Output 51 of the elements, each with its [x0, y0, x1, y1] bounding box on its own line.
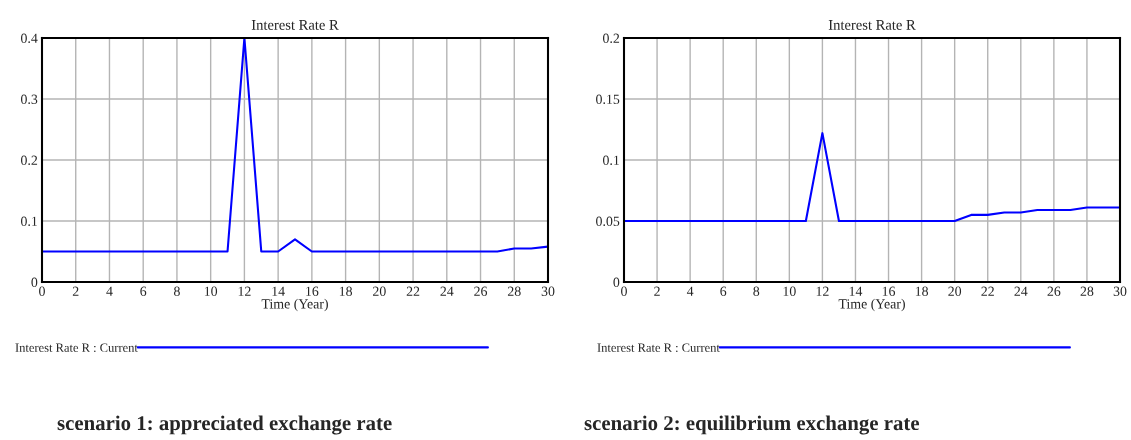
y-tick-label: 0.1 [21, 216, 37, 227]
x-tick-label: 6 [720, 286, 727, 296]
x-tick-label: 10 [204, 286, 218, 296]
x-tick-label: 30 [1113, 286, 1127, 296]
y-tick-label: 0 [613, 277, 620, 287]
line-series [624, 132, 1120, 223]
x-tick-label: 14 [849, 286, 863, 296]
x-tick-label: 22 [981, 286, 994, 296]
x-tick-label: 22 [406, 286, 420, 296]
x-tick-label: 2 [654, 286, 660, 296]
x-axis-title: Time (Year) [261, 298, 328, 312]
x-tick-label: 26 [474, 286, 488, 296]
x-axis-title: Time (Year) [838, 298, 905, 312]
x-tick-label: 12 [816, 286, 829, 296]
x-tick-label: 16 [882, 286, 896, 296]
x-tick-label: 28 [1080, 286, 1094, 296]
text: Interest Rate R : Current [15, 343, 138, 352]
x-tick-label: 16 [306, 286, 319, 296]
x-tick-label: 24 [440, 286, 454, 296]
x-tick-label: 0 [39, 286, 45, 296]
x-tick-label: 0 [621, 286, 627, 296]
x-tick-label: 2 [72, 286, 79, 296]
y-tick-label: 0.2 [603, 33, 620, 44]
y-tick-label: 0.15 [596, 94, 620, 105]
x-tick-label: 30 [541, 286, 555, 296]
x-tick-label: 6 [140, 286, 147, 296]
x-tick-label: 8 [173, 286, 180, 296]
chart-title: Interest Rate R [251, 20, 339, 30]
text: Interest Rate R : Current [597, 343, 720, 352]
x-tick-label: 8 [753, 286, 760, 296]
text: scenario 2: equilibrium exchange rate [584, 415, 920, 435]
x-tick-label: 20 [373, 286, 386, 296]
y-tick-label: 0.4 [21, 33, 38, 44]
x-tick-label: 24 [1014, 286, 1028, 296]
chart-title: Interest Rate R [828, 20, 916, 30]
x-tick-label: 20 [948, 286, 962, 296]
x-tick-label: 14 [272, 286, 285, 296]
x-tick-label: 4 [106, 286, 113, 296]
x-tick-label: 12 [238, 286, 251, 296]
y-tick-label: 0.2 [21, 155, 38, 166]
y-tick-label: 0.3 [21, 94, 38, 105]
y-tick-label: 0.1 [603, 155, 619, 166]
x-tick-label: 10 [783, 286, 796, 296]
x-tick-label: 26 [1047, 286, 1061, 296]
y-tick-label: 0.05 [596, 216, 620, 227]
x-tick-label: 18 [915, 286, 929, 296]
x-tick-label: 28 [507, 286, 521, 296]
x-tick-label: 4 [686, 286, 694, 296]
y-tick-label: 0 [31, 277, 38, 287]
x-tick-label: 18 [339, 286, 353, 296]
text: scenario 1: appreciated exchange rate [57, 415, 392, 435]
